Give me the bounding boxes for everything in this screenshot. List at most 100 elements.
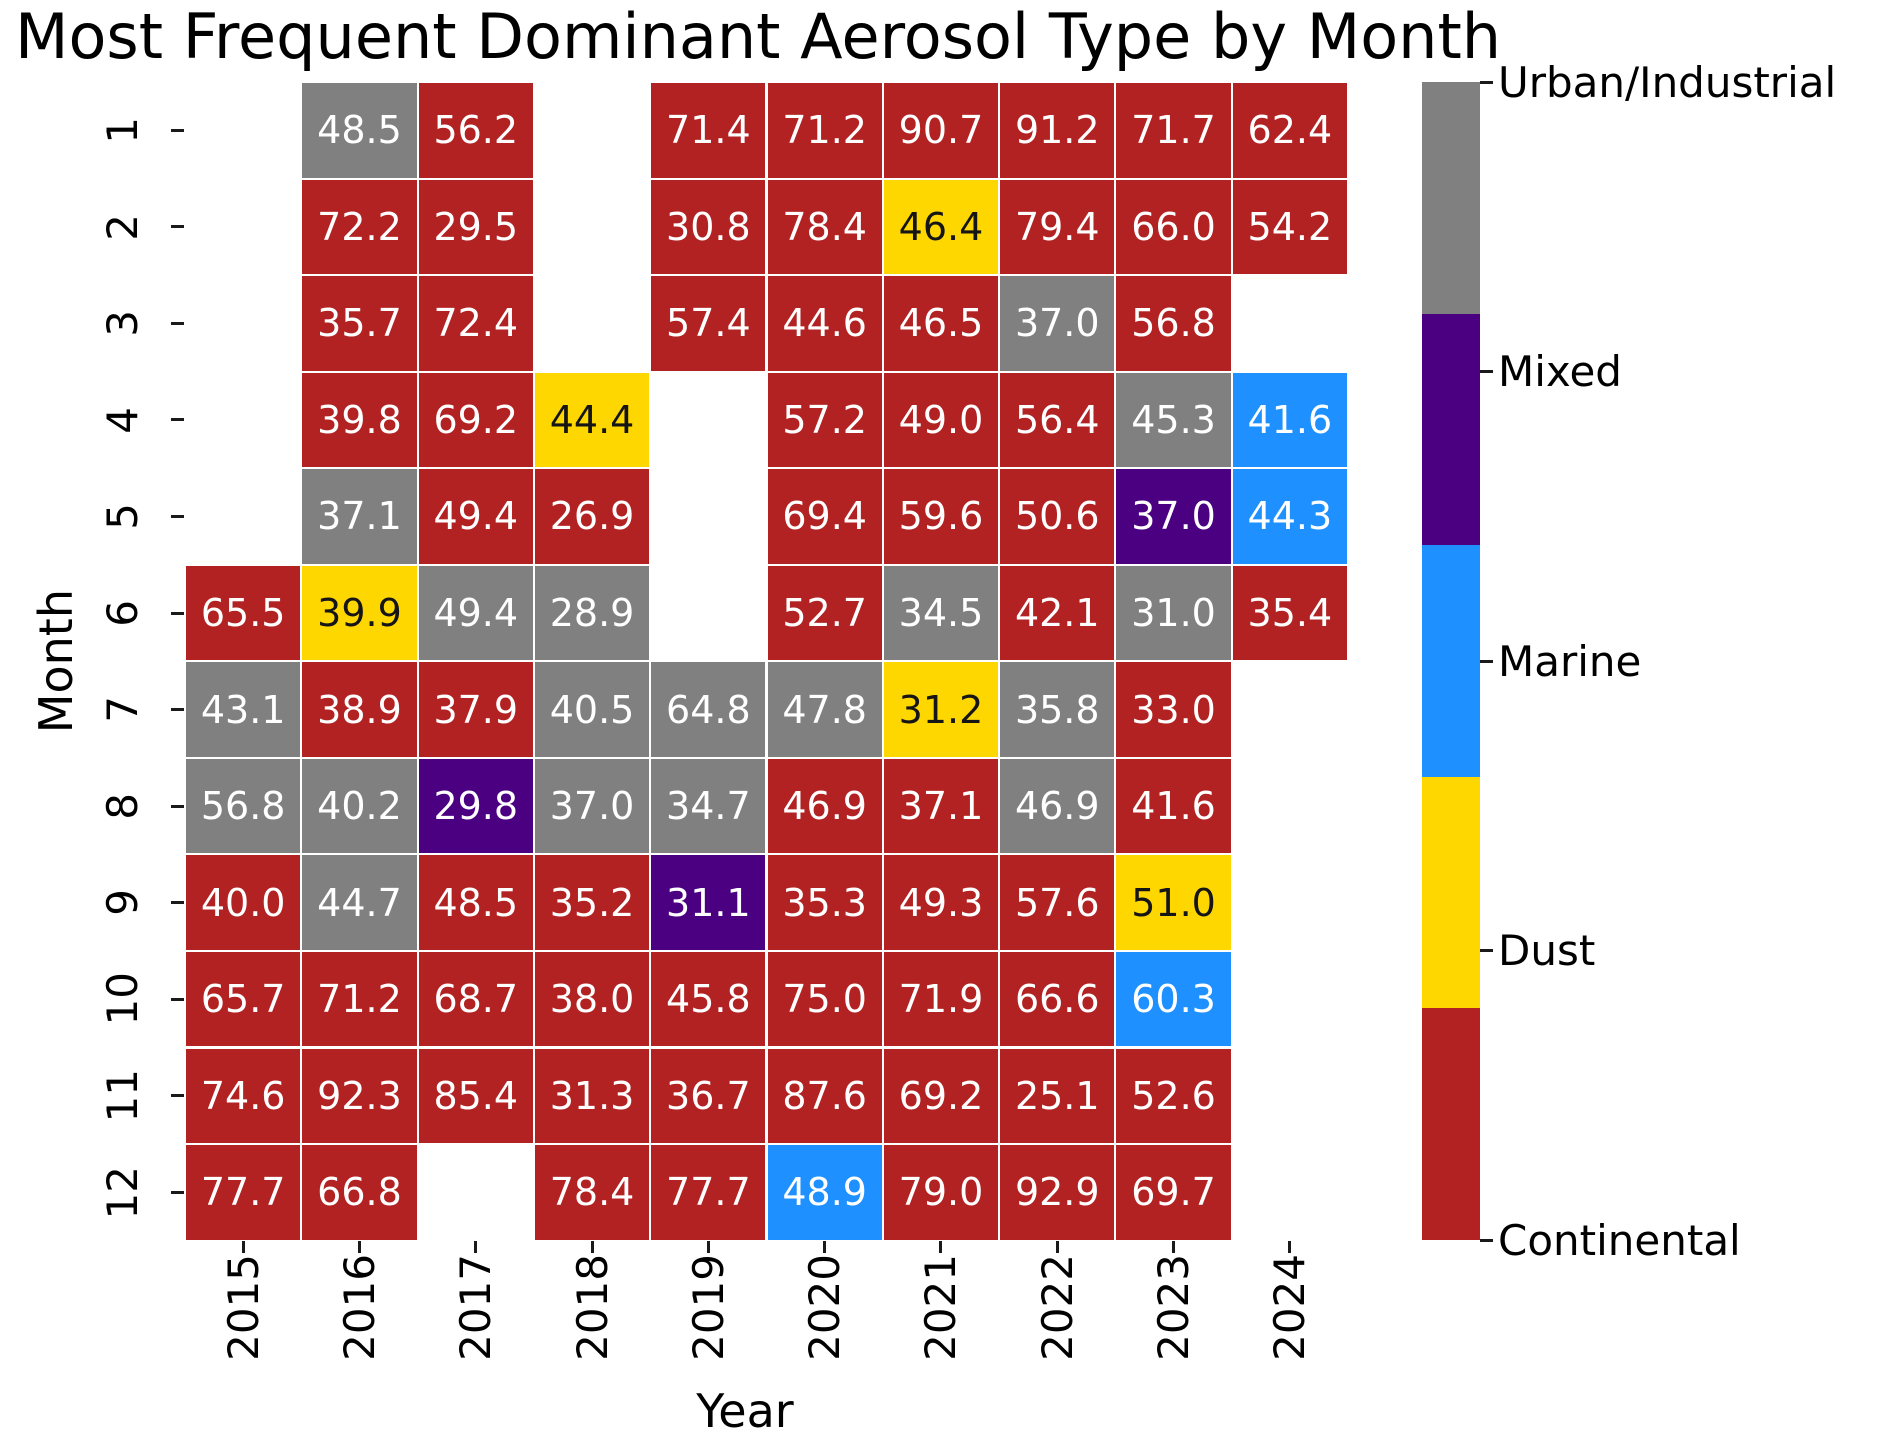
heatmap-cell: 48.5 xyxy=(417,854,534,951)
x-tick-text: 2017 xyxy=(451,1254,501,1361)
heatmap-cell: 56.4 xyxy=(999,371,1116,469)
heatmap-cell: 37.1 xyxy=(882,757,1000,855)
heatmap-cell: 71.4 xyxy=(650,82,767,179)
heatmap-cell: 31.2 xyxy=(882,661,1000,758)
y-tick-text: 9 xyxy=(97,889,147,917)
heatmap-cell: 49.4 xyxy=(417,564,534,662)
heatmap-cell: 78.4 xyxy=(766,178,883,276)
x-tick-text: 2023 xyxy=(1149,1254,1198,1361)
heatmap-cell: 69.4 xyxy=(766,468,883,565)
colorbar-label: Continental xyxy=(1498,1215,1741,1265)
heatmap-cell: 29.8 xyxy=(417,757,534,855)
x-tick-mark xyxy=(1055,1241,1059,1253)
x-axis-label: Year xyxy=(696,1384,794,1438)
heatmap-cell: 30.8 xyxy=(650,178,767,276)
heatmap-cell: 52.6 xyxy=(1115,1047,1232,1145)
x-tick-text: 2024 xyxy=(1265,1254,1315,1361)
y-tick-label: 5 xyxy=(96,468,148,565)
heatmap-cell: 77.7 xyxy=(650,1144,767,1241)
y-tick-text: 1 xyxy=(97,116,147,144)
colorbar-segment xyxy=(1422,1008,1480,1240)
heatmap-cell: 56.8 xyxy=(1115,275,1232,372)
heatmap-cell: 34.5 xyxy=(882,564,1000,662)
heatmap-cell: 42.1 xyxy=(999,564,1116,662)
y-tick-text: 10 xyxy=(97,972,147,1026)
heatmap-cell: 36.7 xyxy=(650,1047,767,1145)
heatmap-cell: 54.2 xyxy=(1231,178,1348,276)
x-tick-text: 2021 xyxy=(916,1254,966,1361)
y-tick-mark xyxy=(171,901,184,905)
heatmap-cell: 66.8 xyxy=(301,1144,418,1241)
heatmap-cell: 25.1 xyxy=(999,1047,1116,1145)
y-tick-label: 3 xyxy=(96,275,148,372)
x-tick-mark xyxy=(939,1241,943,1253)
colorbar-segment xyxy=(1422,82,1480,314)
heatmap-cell: 37.1 xyxy=(301,468,418,565)
y-tick-label: 1 xyxy=(96,82,148,179)
heatmap-cell: 72.4 xyxy=(417,275,534,372)
y-tick-text: 6 xyxy=(97,599,147,627)
heatmap-cell: 31.0 xyxy=(1115,564,1232,662)
x-tick-label: 2015 xyxy=(217,1254,269,1424)
heatmap-cell: 65.7 xyxy=(185,950,302,1048)
colorbar-segment xyxy=(1422,776,1480,1009)
y-axis-label: Month xyxy=(29,588,83,734)
colorbar xyxy=(1422,82,1480,1240)
heatmap-cell: 92.9 xyxy=(999,1144,1116,1241)
colorbar-segment xyxy=(1422,313,1480,546)
heatmap-cell: 92.3 xyxy=(301,1047,418,1145)
heatmap-cell: 66.0 xyxy=(1115,178,1232,276)
x-tick-text: 2020 xyxy=(800,1254,850,1361)
heatmap-cell: 48.5 xyxy=(301,82,418,179)
y-tick-text: 3 xyxy=(97,310,147,337)
y-tick-mark xyxy=(171,321,184,325)
heatmap-cell: 47.8 xyxy=(766,661,883,758)
heatmap-cell: 65.5 xyxy=(185,564,302,662)
heatmap-cell: 69.7 xyxy=(1115,1144,1232,1241)
heatmap-cell: 46.5 xyxy=(882,275,1000,372)
colorbar-label: Mixed xyxy=(1498,347,1622,396)
heatmap-cell: 77.7 xyxy=(185,1144,302,1241)
heatmap-cell: 37.9 xyxy=(417,661,534,758)
colorbar-tick-mark xyxy=(1480,949,1493,952)
x-tick-mark xyxy=(706,1241,710,1253)
heatmap-cell: 39.8 xyxy=(301,371,418,469)
heatmap-cell: 31.1 xyxy=(650,854,767,951)
heatmap-cell: 35.3 xyxy=(766,854,883,951)
heatmap-cell: 41.6 xyxy=(1231,371,1348,469)
heatmap-cell: 39.9 xyxy=(301,564,418,662)
colorbar-tick-mark xyxy=(1480,1238,1493,1242)
heatmap-cell: 40.0 xyxy=(185,854,302,951)
heatmap-cell: 45.3 xyxy=(1115,371,1232,469)
heatmap-cell: 90.7 xyxy=(882,82,1000,179)
y-tick-text: 4 xyxy=(97,406,147,434)
heatmap-cell: 35.4 xyxy=(1231,564,1348,662)
x-tick-mark xyxy=(1288,1241,1292,1253)
heatmap-cell: 71.2 xyxy=(301,950,418,1048)
y-tick-mark xyxy=(171,225,184,229)
y-tick-mark xyxy=(171,611,184,615)
heatmap-cell: 46.9 xyxy=(999,757,1116,855)
heatmap-cell: 35.2 xyxy=(533,854,651,951)
heatmap-cell: 37.0 xyxy=(1115,468,1232,565)
heatmap-cell: 51.0 xyxy=(1115,854,1232,951)
x-tick-mark xyxy=(241,1241,245,1253)
heatmap-cell: 43.1 xyxy=(185,661,302,758)
x-tick-label: 2016 xyxy=(333,1254,385,1424)
heatmap-cell: 38.0 xyxy=(533,950,651,1048)
heatmap-cell: 46.9 xyxy=(766,757,883,855)
heatmap-cell: 29.5 xyxy=(417,178,534,276)
x-tick-text: 2015 xyxy=(218,1254,268,1361)
heatmap-cell: 87.6 xyxy=(766,1047,883,1145)
heatmap-cell: 28.9 xyxy=(533,564,651,662)
heatmap-cell: 75.0 xyxy=(766,950,883,1048)
heatmap-cell: 85.4 xyxy=(417,1047,534,1145)
heatmap-cell: 56.2 xyxy=(417,82,534,179)
heatmap-cell: 38.9 xyxy=(301,661,418,758)
y-tick-text: 12 xyxy=(97,1165,147,1219)
x-tick-mark xyxy=(474,1241,478,1253)
heatmap-cell: 68.7 xyxy=(417,950,534,1048)
x-tick-label: 2023 xyxy=(1148,1254,1200,1424)
x-tick-mark xyxy=(590,1241,594,1253)
